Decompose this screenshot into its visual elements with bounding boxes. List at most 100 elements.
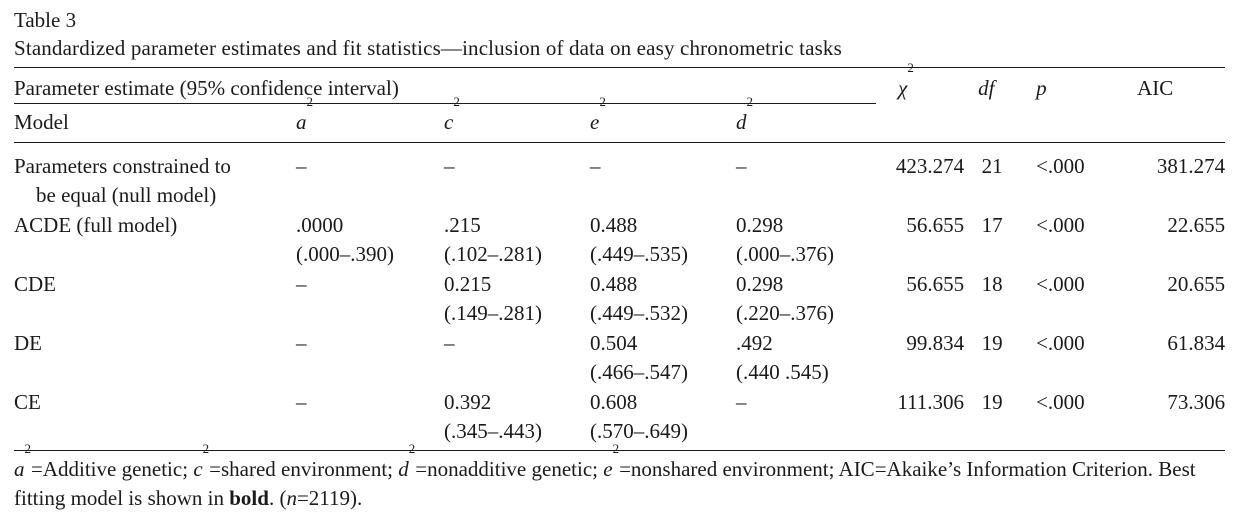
aic-value: 73.306 (1105, 387, 1226, 451)
d-superscript: 2 (746, 94, 754, 109)
header-row-2: Model a2 c2 e2 d2 (14, 95, 1226, 143)
model-cell: DE (14, 328, 296, 387)
d2-header: d2 (736, 95, 877, 143)
model-header: Model (14, 103, 296, 143)
chi-square-value: 56.655 (906, 213, 965, 237)
aic-header: AIC (1105, 67, 1226, 104)
model-name: CE (14, 390, 41, 414)
table-document: Table 3 Standardized parameter estimates… (14, 6, 1226, 513)
table-caption: Standardized parameter estimates and fit… (14, 36, 842, 60)
confidence-interval-d: (.220–.376) (736, 301, 834, 325)
model-cell: ACDE (full model) (14, 210, 296, 269)
estimate-cell-e: 0.488 (.449–.532) (590, 269, 736, 328)
fn-c-symbol: c (193, 457, 203, 481)
model-name: CDE (14, 272, 56, 296)
table-row: Parameters constrained to be equal (null … (14, 143, 1225, 211)
p-value: <.000 (1020, 387, 1106, 451)
confidence-interval-e: (.570–.649) (590, 419, 688, 443)
aic-value: 381.274 (1156, 154, 1226, 178)
estimate-e: 0.488 (590, 213, 638, 237)
estimate-cell-a: – (296, 387, 444, 451)
a-symbol: a (296, 110, 307, 134)
p-header: p (1020, 67, 1106, 104)
estimate-d: .492 (736, 331, 773, 355)
c2-header: c2 (444, 95, 590, 143)
fn-e-symbol: e (603, 457, 613, 481)
model-name: ACDE (full model) (14, 213, 178, 237)
chi-symbol: χ (898, 76, 908, 100)
confidence-interval-e: (.466–.547) (590, 360, 688, 384)
estimate-cell-c: .215 (.102–.281) (444, 210, 590, 269)
a2-header: a2 (296, 95, 444, 143)
df-value: 19 (981, 331, 1003, 355)
fn-c-definition: =shared environment; (209, 457, 399, 481)
e-symbol: e (590, 110, 600, 134)
table-row: CE – 0.392 (.345–.443) 0.608 (.570–.649) – 111.… (14, 387, 1226, 451)
blank-header-cell (1105, 103, 1226, 143)
estimate-cell-d: – (736, 387, 877, 451)
chi-square-value: 111.306 (876, 387, 965, 451)
model-name-continued: be equal (null model) (36, 183, 217, 207)
df-value: 19 (964, 387, 1021, 451)
aic-value: 61.834 (1167, 331, 1226, 355)
table-row: DE – – 0.504 (.466–.547) .492 (.440 .545) 99.83… (14, 328, 1225, 387)
estimate-e: 0.504 (590, 331, 638, 355)
param-group-header: Parameter estimate (95% confidence inter… (14, 67, 877, 104)
fn-d-definition: =nonadditive genetic; (415, 457, 604, 481)
confidence-interval-c: (.149–.281) (444, 301, 542, 325)
confidence-interval-a: (.000–.390) (296, 242, 394, 266)
fn-tail-open: . ( (268, 486, 287, 510)
estimate-cell-c: – (444, 328, 590, 387)
estimate-a: – (296, 390, 307, 414)
confidence-interval-e: (.449–.532) (590, 301, 688, 325)
chi-square-value: 56.655 (906, 272, 965, 296)
estimate-cell-a: – (296, 328, 444, 387)
fn-bold-word: bold (229, 486, 269, 510)
table-footnote: a2=Additive genetic; c2=shared environme… (14, 442, 1225, 513)
p-value: <.000 (1036, 272, 1085, 296)
model-cell: CDE (14, 269, 296, 328)
estimate-d: 0.298 (736, 213, 784, 237)
estimate-cell-a: – (296, 143, 444, 211)
estimate-c: – (444, 154, 455, 178)
estimate-cell-e: 0.488 (.449–.535) (590, 210, 736, 269)
estimate-cell-d: 0.298 (.000–.376) (736, 210, 876, 269)
estimate-a: – (296, 272, 307, 296)
confidence-interval-c: (.102–.281) (444, 242, 542, 266)
estimate-a: – (296, 331, 307, 355)
p-value: <.000 (1036, 213, 1085, 237)
estimate-c: 0.392 (444, 390, 492, 414)
chi-square-value: 99.834 (906, 331, 965, 355)
c-superscript: 2 (453, 94, 460, 109)
table-body: Parameters constrained to be equal (null … (14, 143, 1226, 451)
estimate-c: .215 (444, 213, 481, 237)
fn-d-symbol: d (398, 457, 409, 481)
estimate-cell-e: 0.504 (.466–.547) (590, 328, 736, 387)
results-table: Parameter estimate (95% confidence inter… (14, 61, 1226, 451)
blank-header-cell (876, 103, 965, 143)
df-value: 21 (981, 154, 1003, 178)
chi-superscript: 2 (907, 60, 914, 75)
estimate-cell-a: .0000 (.000–.390) (296, 210, 444, 269)
estimate-d: – (736, 390, 747, 414)
aic-value: 20.655 (1167, 272, 1226, 296)
fn-a-superscript: 2 (24, 441, 32, 456)
p-value: <.000 (1036, 331, 1085, 355)
a-superscript: 2 (306, 94, 314, 109)
blank-header-cell (1020, 103, 1106, 143)
estimate-cell-d: – (736, 143, 876, 211)
chi-square-value: 423.274 (895, 154, 965, 178)
aic-value: 22.655 (1167, 213, 1226, 237)
model-cell: CE (14, 387, 296, 451)
estimate-cell-c: 0.215 (.149–.281) (444, 269, 590, 328)
chi-square-header: χ2 (876, 61, 965, 104)
estimate-cell-c: 0.392 (.345–.443) (444, 387, 590, 451)
fn-e-definition: =nonshared environment; AIC=Akaike’s Inf… (14, 457, 1196, 510)
table-head: Parameter estimate (95% confidence inter… (14, 61, 1226, 143)
fn-a-definition: =Additive genetic; (31, 457, 194, 481)
model-name: DE (14, 331, 42, 355)
fn-c-superscript: 2 (202, 441, 210, 456)
table-row: ACDE (full model) .0000 (.000–.390) .215 (.1… (14, 210, 1225, 269)
estimate-d: 0.298 (736, 272, 784, 296)
confidence-interval-e: (.449–.535) (590, 242, 688, 266)
